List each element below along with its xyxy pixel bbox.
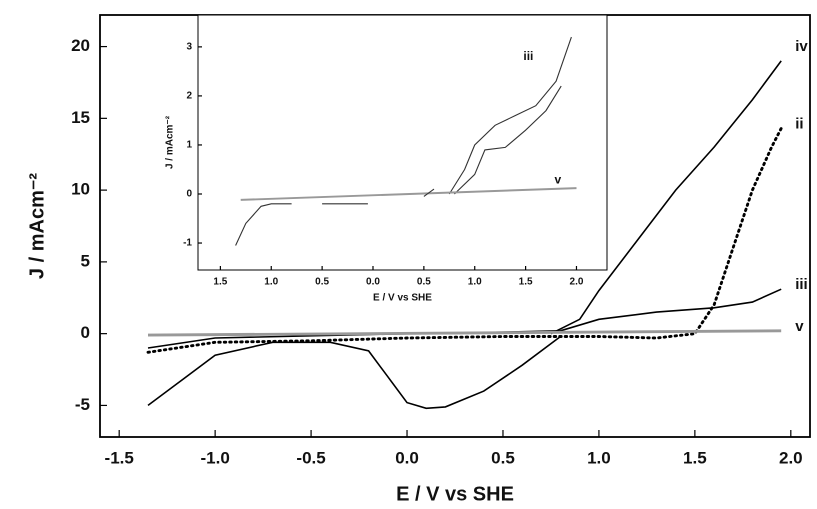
- y-axis-title: J / mAcm⁻²: [165, 115, 176, 169]
- x-tick-label: 1.5: [213, 277, 227, 288]
- series-label: iii: [795, 276, 808, 293]
- x-tick-label: -0.5: [296, 448, 325, 467]
- x-tick-label: -1.0: [200, 448, 229, 467]
- y-axis-title: J / mAcm⁻²: [26, 173, 48, 279]
- x-tick-label: 2.0: [779, 448, 803, 467]
- series-line: [454, 85, 562, 195]
- x-tick-label: 2.0: [570, 277, 584, 288]
- series-label: iv: [795, 38, 808, 55]
- y-tick-label: 20: [71, 36, 90, 55]
- x-tick-label: 0.5: [491, 448, 515, 467]
- series-line: [147, 288, 782, 349]
- y-tick-label: 2: [186, 91, 192, 102]
- y-tick-label: 1: [186, 140, 192, 151]
- series-line: [550, 60, 782, 335]
- x-tick-label: 1.5: [683, 448, 707, 467]
- y-tick-label: -1: [183, 238, 192, 249]
- y-tick-label: 10: [71, 180, 90, 199]
- series-line: [147, 329, 782, 337]
- plot-frame: [197, 14, 608, 271]
- x-axis-title: E / V vs SHE: [396, 483, 514, 505]
- x-tick-label: 1.0: [468, 277, 482, 288]
- series-line: [147, 335, 561, 410]
- y-tick-label: 0: [81, 323, 90, 342]
- y-tick-label: 5: [81, 251, 90, 270]
- series-line: [146, 126, 783, 354]
- series-line: [235, 188, 435, 246]
- series-line: [448, 36, 572, 195]
- y-tick-label: 15: [71, 108, 90, 127]
- inset-panel: 1.5 1.0 0.5 0.0 0.5 1.0 1.5 2.0 -1 0 1 2 3 E / V vs S…: [165, 14, 608, 304]
- series-label: iii: [523, 49, 533, 63]
- x-tick-label: 1.0: [264, 277, 278, 288]
- x-tick-label: 0.0: [366, 277, 380, 288]
- series-label: ii: [795, 115, 803, 132]
- y-tick-label: -5: [75, 395, 90, 414]
- series-line: [240, 187, 577, 201]
- x-axis-title: E / V vs SHE: [373, 293, 432, 304]
- x-tick-label: 0.5: [315, 277, 329, 288]
- x-tick-label: 0.0: [395, 448, 419, 467]
- x-tick-label: 0.5: [417, 277, 431, 288]
- series-label: v: [554, 172, 561, 186]
- x-tick-label: 1.0: [587, 448, 611, 467]
- series-label: v: [795, 318, 804, 335]
- y-tick-label: 3: [186, 42, 192, 53]
- x-tick-label: -1.5: [105, 448, 134, 467]
- x-tick-label: 1.5: [519, 277, 533, 288]
- y-tick-label: 0: [186, 189, 192, 200]
